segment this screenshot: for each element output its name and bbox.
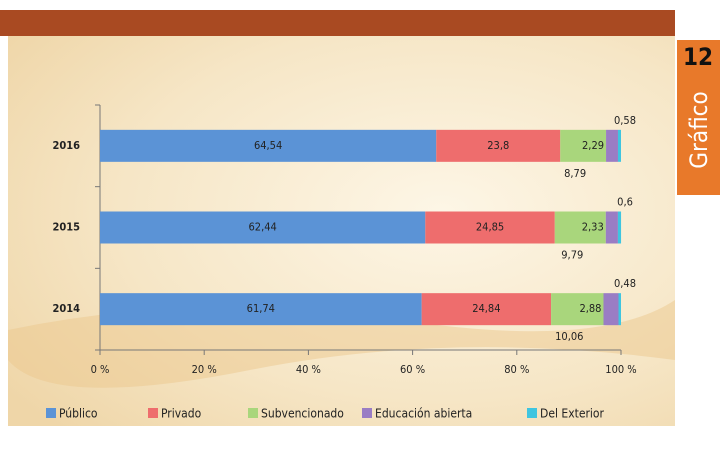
value-label: 0,48: [614, 277, 636, 290]
x-tick-label: 40 %: [296, 363, 321, 376]
legend-swatch: [527, 408, 537, 418]
legend-swatch: [362, 408, 372, 418]
page: 12 Gráfico 0 % 20 % 40 % 60 % 80 % 100 % 2016 6…: [0, 0, 720, 450]
value-label: 62,44: [248, 221, 276, 234]
legend-label: Público: [59, 407, 98, 421]
bar-segment: [606, 212, 618, 244]
header-band: [0, 10, 675, 36]
x-tick-label: 100 %: [605, 363, 636, 376]
x-tick-label: 20 %: [192, 363, 217, 376]
value-label: 2,29: [582, 139, 604, 152]
value-label: 61,74: [247, 302, 275, 315]
value-label: 64,54: [254, 139, 282, 152]
bar-segment: [606, 130, 618, 162]
legend-label: Privado: [161, 407, 202, 421]
x-tick-label: 60 %: [400, 363, 425, 376]
value-label: 23,8: [487, 139, 509, 152]
value-label: 10,06: [555, 330, 583, 343]
bar-segment: [618, 212, 621, 244]
value-label: 8,79: [564, 167, 586, 180]
bar-segment: [603, 293, 618, 325]
value-label: 2,88: [579, 302, 601, 315]
badge-number: 12: [683, 43, 713, 71]
bar-segment: [618, 293, 621, 325]
value-label: 0,6: [617, 196, 633, 209]
legend-label: Educación abierta: [375, 407, 472, 421]
value-label: 24,85: [476, 221, 504, 234]
value-label: 24,84: [472, 302, 500, 315]
x-tick-label: 0 %: [91, 363, 110, 376]
legend-label: Subvencionado: [261, 407, 344, 421]
legend-swatch: [46, 408, 56, 418]
value-label: 9,79: [561, 249, 583, 262]
y-tick-label: 2014: [52, 302, 80, 315]
value-label: 0,58: [614, 114, 636, 127]
legend-swatch: [248, 408, 258, 418]
value-label: 2,33: [582, 221, 604, 234]
x-tick-label: 80 %: [504, 363, 529, 376]
chart: 12 Gráfico 0 % 20 % 40 % 60 % 80 % 100 % 2016 6…: [0, 0, 720, 450]
legend-swatch: [148, 408, 158, 418]
badge-word: Gráfico: [685, 91, 713, 169]
y-tick-label: 2016: [52, 139, 80, 152]
legend-label: Del Exterior: [540, 407, 605, 421]
bar-segment: [618, 130, 621, 162]
y-tick-label: 2015: [52, 221, 80, 234]
